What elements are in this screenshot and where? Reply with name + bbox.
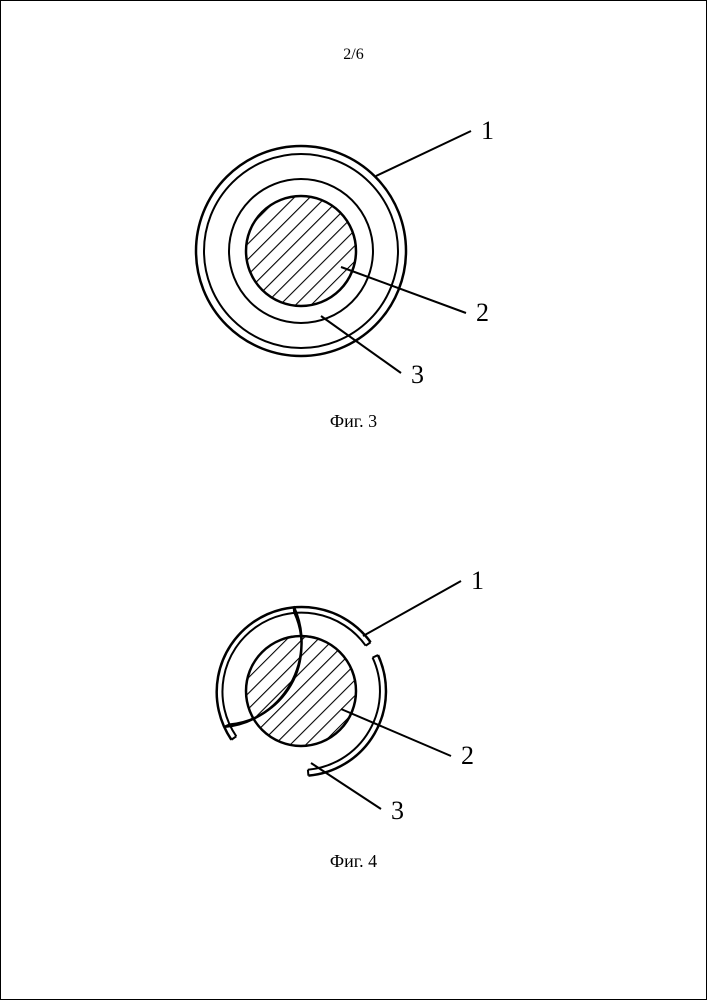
figure-4-caption: Фиг. 4 [1, 851, 706, 872]
label-3: 3 [411, 360, 424, 389]
leader-3 [311, 763, 381, 809]
label-2: 2 [461, 741, 474, 770]
label-1: 1 [481, 116, 494, 145]
label-2: 2 [476, 298, 489, 327]
leader-1 [363, 581, 461, 636]
leader-2 [341, 709, 451, 756]
label-1: 1 [471, 566, 484, 595]
page-number: 2/6 [1, 46, 706, 64]
core-hatch [211, 161, 391, 341]
figure-3: 1 2 3 [151, 91, 571, 391]
page: 2/6 1 2 3 Фиг. 3 [0, 0, 707, 1000]
label-3: 3 [391, 796, 404, 825]
figure-4: 1 2 3 [151, 541, 571, 841]
leader-1 [376, 131, 471, 176]
leader-3 [321, 316, 401, 373]
figure-3-caption: Фиг. 3 [1, 411, 706, 432]
